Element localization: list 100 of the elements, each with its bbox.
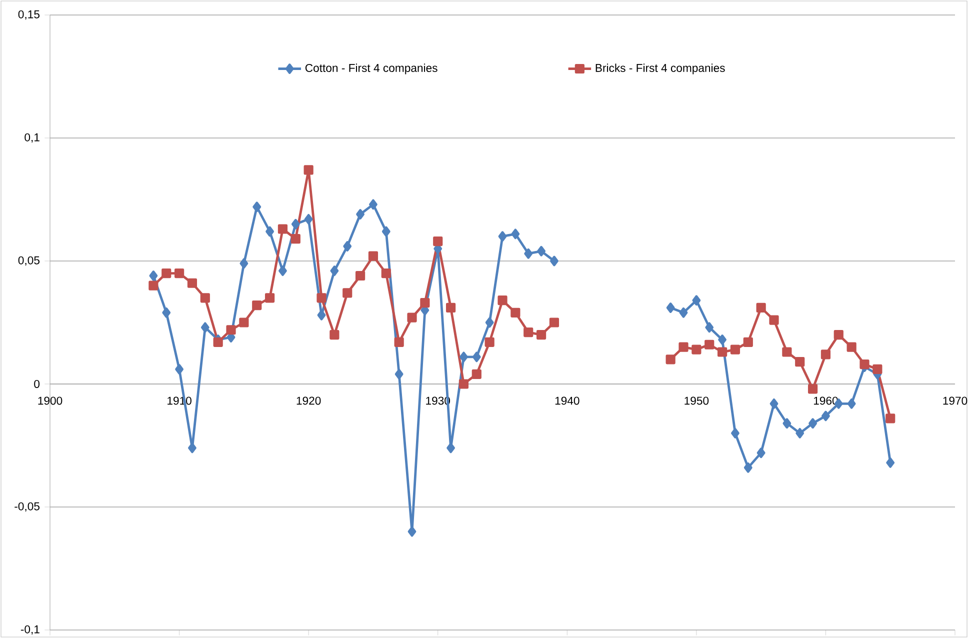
point bbox=[407, 312, 417, 322]
point bbox=[846, 342, 856, 352]
x-tick-label: 1920 bbox=[296, 396, 321, 405]
point bbox=[536, 330, 546, 340]
point bbox=[847, 398, 856, 409]
point bbox=[886, 414, 896, 424]
point bbox=[304, 214, 313, 224]
point bbox=[782, 418, 792, 429]
point bbox=[692, 344, 702, 354]
point bbox=[264, 293, 275, 303]
point bbox=[886, 458, 895, 468]
point bbox=[704, 340, 714, 350]
point bbox=[796, 428, 804, 438]
point bbox=[394, 368, 404, 380]
point bbox=[769, 315, 779, 325]
point bbox=[458, 379, 469, 389]
point bbox=[756, 302, 766, 313]
y-tick-label: -0,1 bbox=[20, 625, 40, 635]
point bbox=[820, 350, 831, 360]
point bbox=[226, 325, 236, 335]
y-tick-label: 0,15 bbox=[18, 10, 40, 20]
point bbox=[731, 428, 740, 438]
y-tick-label: 0,05 bbox=[18, 256, 40, 266]
point bbox=[187, 278, 198, 288]
point bbox=[342, 288, 352, 298]
point bbox=[330, 266, 339, 276]
point bbox=[381, 268, 391, 278]
point bbox=[291, 218, 300, 230]
x-tick-label: 1970 bbox=[943, 396, 968, 405]
point bbox=[498, 296, 508, 306]
point bbox=[524, 328, 534, 338]
point bbox=[188, 442, 196, 454]
point bbox=[266, 226, 274, 237]
point bbox=[420, 298, 430, 308]
point bbox=[498, 231, 507, 242]
point bbox=[356, 209, 364, 220]
y-tick-label: -0,05 bbox=[14, 502, 40, 512]
point bbox=[678, 342, 688, 352]
point bbox=[317, 310, 326, 320]
point bbox=[705, 322, 714, 333]
point bbox=[355, 270, 366, 281]
point bbox=[510, 308, 520, 318]
point bbox=[808, 384, 818, 394]
point bbox=[717, 347, 728, 357]
point bbox=[433, 236, 443, 246]
point bbox=[795, 357, 805, 367]
point bbox=[718, 334, 726, 345]
point bbox=[252, 202, 262, 212]
x-tick-label: 1900 bbox=[38, 396, 62, 405]
point bbox=[744, 462, 752, 473]
point bbox=[822, 410, 830, 422]
legend-label: Bricks - First 4 companies bbox=[596, 64, 725, 74]
point bbox=[343, 241, 352, 252]
point bbox=[666, 302, 675, 313]
point bbox=[782, 347, 792, 357]
point bbox=[162, 307, 171, 318]
point bbox=[394, 337, 404, 347]
point bbox=[240, 258, 248, 269]
point bbox=[550, 256, 558, 266]
point bbox=[692, 295, 701, 306]
point bbox=[485, 317, 494, 328]
point bbox=[679, 307, 688, 318]
point bbox=[549, 318, 560, 328]
point bbox=[213, 337, 223, 347]
point bbox=[446, 442, 455, 454]
point bbox=[330, 330, 340, 340]
point bbox=[382, 226, 390, 237]
point bbox=[304, 165, 314, 175]
point bbox=[149, 270, 158, 281]
point bbox=[743, 337, 753, 347]
x-tick-label: 1950 bbox=[684, 396, 709, 405]
point bbox=[174, 268, 184, 278]
point bbox=[730, 344, 740, 354]
point bbox=[239, 318, 249, 328]
point bbox=[834, 330, 844, 340]
point bbox=[872, 364, 882, 374]
point bbox=[472, 352, 481, 362]
point bbox=[408, 526, 416, 537]
point bbox=[484, 337, 494, 347]
point bbox=[511, 228, 520, 240]
point bbox=[369, 199, 378, 210]
point bbox=[756, 448, 766, 458]
point bbox=[446, 302, 456, 313]
point bbox=[368, 251, 378, 261]
legend-label: Cotton - First 4 companies bbox=[305, 64, 438, 74]
point bbox=[537, 246, 546, 256]
point bbox=[666, 354, 676, 364]
point bbox=[200, 293, 210, 303]
y-tick-label: 0 bbox=[34, 380, 40, 388]
point bbox=[278, 224, 288, 234]
point bbox=[860, 360, 870, 370]
point bbox=[290, 234, 300, 244]
point bbox=[162, 268, 172, 278]
point bbox=[460, 352, 468, 362]
point bbox=[200, 322, 210, 333]
point bbox=[524, 248, 533, 259]
x-tick-label: 1940 bbox=[555, 396, 580, 405]
point bbox=[278, 266, 287, 276]
y-tick-label: 0,1 bbox=[24, 133, 40, 143]
point bbox=[175, 364, 184, 374]
